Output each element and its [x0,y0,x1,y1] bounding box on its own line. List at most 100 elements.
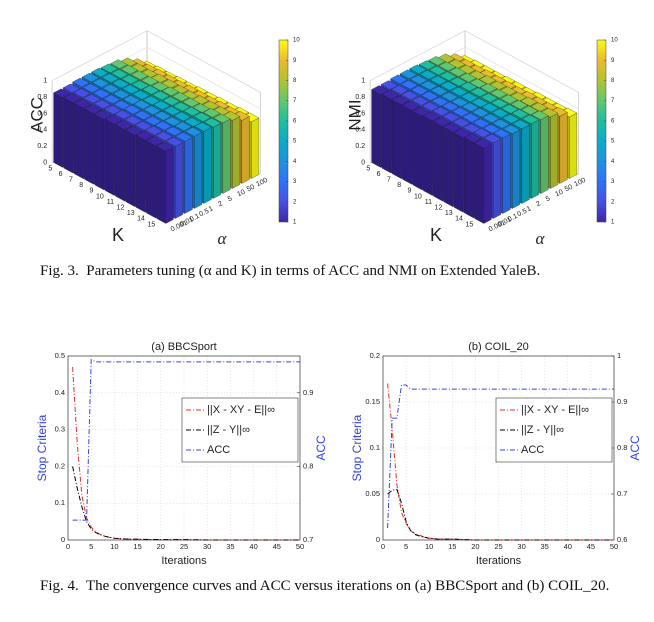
bar-top [480,93,499,103]
z-tick-label: 0.2 [355,143,365,150]
bar-top [82,83,101,93]
bar-top [174,121,192,131]
bar-top [442,112,461,122]
colorbar-tick-label: 1 [611,220,615,226]
bar-top [145,136,164,146]
colorbar-tick-label: 10 [293,38,300,44]
bar-side [84,108,94,185]
bar-top [409,64,427,74]
bar-top [124,115,143,125]
bar-top [73,99,92,109]
bar-side [135,134,146,213]
bar-side [392,99,402,179]
bar-top [520,105,539,116]
colorbar-tick-label: 1 [293,220,297,226]
bar-top [91,67,109,78]
bar-top [459,81,478,92]
bar-top [175,132,193,142]
grid-line [369,30,579,93]
bar-top [473,128,491,138]
x-tick-label: 0 [66,542,70,551]
bar-top [491,108,510,118]
alpha-tick-label: 5 [227,195,234,203]
colorbar-tick-label: 10 [611,38,618,44]
k-tick-label: 6 [59,171,63,178]
bar-top [470,87,488,97]
bar-top [164,116,182,127]
bar-top [452,117,471,128]
y-tick-label: 0 [61,535,65,544]
bar-top [512,119,530,130]
bar-top [501,104,519,114]
bar-front [502,133,511,214]
bar-front [165,147,174,224]
bar-top [471,98,489,108]
bar-top [380,80,399,90]
bar-top [472,118,491,128]
x-tick-label: 5 [404,542,408,551]
legend [181,397,299,463]
z-tick-label: 1 [361,78,365,85]
alpha-tick-label: 50 [564,184,574,194]
y-tick-label: 0.15 [365,397,380,406]
bar-top [381,90,400,100]
colorbar-tick-label: 9 [611,58,615,64]
k-tick-label: 7 [69,177,73,184]
x-tick-label: 40 [249,542,257,551]
legend-label: ||Z - Y||∞ [521,424,564,436]
bar-top [452,107,470,117]
bar-top [400,80,419,90]
bar-top [103,94,121,104]
bar-top [429,65,447,76]
x-tick-label: 25 [494,542,502,551]
alpha-tick-label: 0.1 [507,213,519,224]
bar-top [122,84,140,94]
bar-top [184,127,203,137]
bar-top [194,122,212,132]
bar-top [83,94,101,104]
colorbar-tick-label: 3 [293,179,297,185]
bar-side [402,105,412,185]
alpha-tick-label: 100 [255,177,269,188]
x-tick-label: 10 [110,542,118,551]
bar-top [511,109,529,119]
bar-side [104,118,115,196]
y-tick-label: 0 [376,535,380,544]
bar-top [433,117,451,127]
bar-front [483,143,492,224]
bar-top [431,96,449,107]
bar-top [113,100,131,110]
x-tick-label: 45 [587,542,595,551]
bar-top [173,111,192,122]
bar-top [153,111,172,121]
alpha-tick-label: 1 [208,205,215,213]
alpha-tick-label: 2 [217,200,224,208]
legend-label: ||Z - Y||∞ [207,424,250,436]
y-tick-label: 0.5 [55,351,65,360]
bar-top [463,123,481,133]
bar-top [502,124,521,135]
alpha-tick-label: 2 [535,200,542,208]
colorbar [278,39,289,223]
colorbar-tick-label: 4 [611,159,615,165]
colorbar-tick-label: 8 [293,78,297,84]
bar-top [103,105,122,115]
bar-top [172,92,190,102]
y2-axis-label: ACC [314,435,328,461]
bar-side [443,126,454,207]
bar-side [125,130,136,207]
bar-top [520,96,538,107]
bar-side [63,97,74,174]
bar-top [443,122,461,133]
bar-top [182,97,200,108]
bar-front [559,112,568,184]
grid-line [51,30,261,93]
x-tick-label: 35 [226,542,234,551]
bar-top [151,81,169,92]
bar-side [464,137,474,219]
bar-top [162,96,181,106]
bar-front [194,132,203,209]
bar-top [482,113,500,123]
bar-front [241,116,250,184]
